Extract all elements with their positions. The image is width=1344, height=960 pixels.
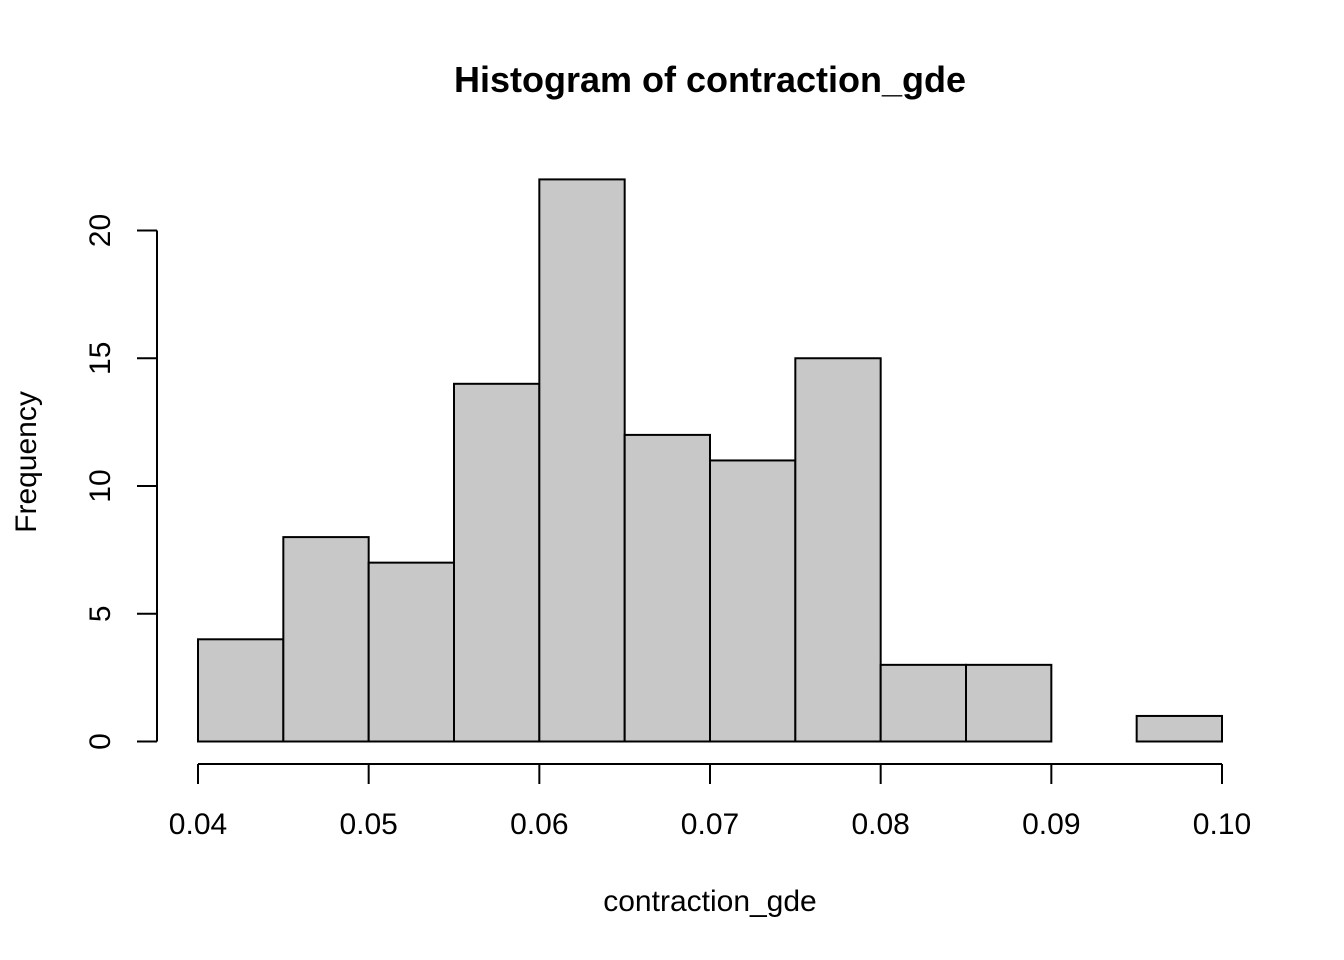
x-tick-label: 0.04 (169, 808, 227, 841)
x-axis: 0.04 0.05 0.06 0.07 0.08 0.09 0.10 (169, 763, 1251, 841)
histogram-bar (1135, 714, 1223, 743)
y-axis: 0 5 10 15 20 (84, 214, 158, 750)
histogram-bar (965, 663, 1053, 743)
histogram-bar (282, 536, 370, 743)
y-tick-label: 5 (84, 605, 117, 622)
y-tick-label: 20 (84, 214, 117, 247)
bars-group (197, 178, 1223, 743)
histogram-bar (623, 433, 712, 743)
chart-title: Histogram of contraction_gde (454, 59, 966, 100)
histogram-bar (453, 382, 541, 743)
histogram-bar (709, 459, 797, 743)
y-tick-label: 15 (84, 342, 117, 375)
x-tick-label: 0.08 (851, 808, 909, 841)
y-tick-label: 10 (84, 469, 117, 502)
histogram-bar (197, 638, 285, 743)
histogram-bar (538, 178, 626, 743)
x-tick-label: 0.07 (681, 808, 739, 841)
y-axis-label: Frequency (10, 391, 43, 533)
histogram-bar (879, 663, 968, 743)
x-tick-label: 0.06 (510, 808, 568, 841)
histogram-bar (794, 357, 882, 743)
x-tick-label: 0.09 (1022, 808, 1080, 841)
x-tick-label: 0.10 (1193, 808, 1251, 841)
y-tick-label: 0 (84, 733, 117, 750)
x-tick-label: 0.05 (339, 808, 397, 841)
histogram-bar (367, 561, 455, 743)
x-axis-label: contraction_gde (603, 885, 817, 918)
